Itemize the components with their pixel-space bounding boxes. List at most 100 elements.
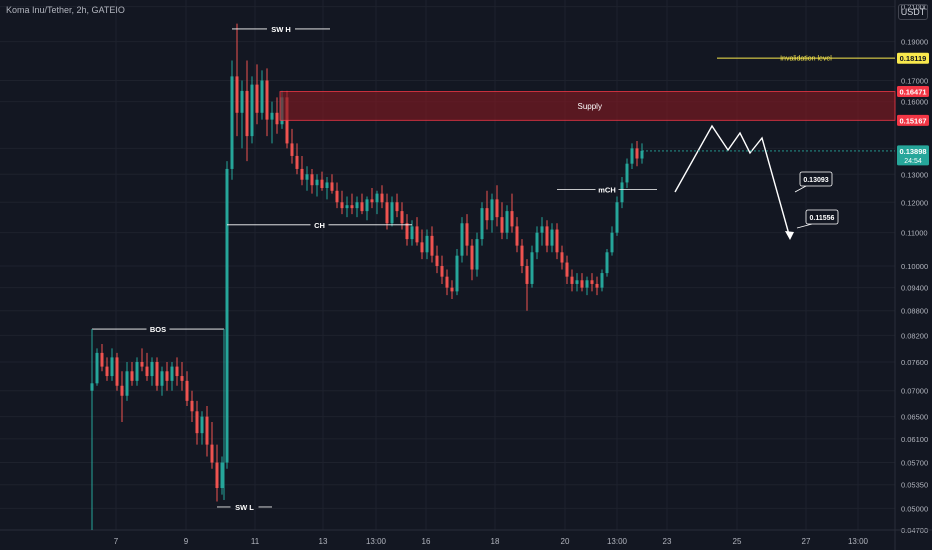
candle-body xyxy=(480,208,484,240)
candle-body xyxy=(250,84,254,137)
candle-body xyxy=(190,400,194,412)
structure-label: SW L xyxy=(235,503,254,512)
candle-body xyxy=(295,155,299,169)
candles xyxy=(90,23,644,502)
candle-body xyxy=(565,262,569,277)
candle-body xyxy=(410,226,414,240)
price-label-box xyxy=(897,86,929,98)
candle-body xyxy=(375,193,379,203)
target-callout: 0.11556 xyxy=(796,209,839,229)
candle-body xyxy=(590,280,594,284)
target-callout: 0.13093 xyxy=(794,171,833,193)
y-tick-label: 0.16000 xyxy=(901,98,928,107)
projection-arrowhead xyxy=(785,231,794,240)
candle-body xyxy=(170,366,174,381)
candle-body xyxy=(230,76,234,169)
candle-body xyxy=(150,361,154,377)
price-label-box xyxy=(897,114,929,126)
candle-body xyxy=(470,245,474,270)
candle-body xyxy=(290,143,294,156)
candle-body xyxy=(400,211,404,224)
projection-line xyxy=(674,124,791,239)
candle-body xyxy=(535,232,539,253)
price-label-value: 0.15167 xyxy=(899,116,926,125)
candle-body xyxy=(495,199,499,218)
candle-body xyxy=(500,217,504,233)
y-tick-label: 0.10000 xyxy=(901,262,928,271)
candle-body xyxy=(240,90,244,113)
candle-body xyxy=(325,182,329,188)
candle-body xyxy=(600,273,604,288)
candle-body xyxy=(420,242,424,253)
candle-body xyxy=(235,76,239,113)
candle-body xyxy=(275,112,279,125)
candle-body xyxy=(265,80,269,120)
candle-body xyxy=(360,202,364,212)
x-tick-label: 13 xyxy=(319,537,328,546)
candle-body xyxy=(540,226,544,233)
candle-body xyxy=(100,352,104,367)
candle-body xyxy=(310,174,314,186)
y-tick-label: 0.05350 xyxy=(901,481,928,490)
candle-body xyxy=(475,239,479,270)
y-tick-label: 0.05700 xyxy=(901,459,928,468)
x-tick-label: 16 xyxy=(422,537,431,546)
y-tick-label: 0.07600 xyxy=(901,358,928,367)
candle-body xyxy=(520,245,524,267)
x-tick-label: 20 xyxy=(561,537,570,546)
x-tick-label: 23 xyxy=(663,537,672,546)
y-tick-label: 0.13000 xyxy=(901,170,928,179)
candle-body xyxy=(135,361,139,381)
structure-label: CH xyxy=(314,221,325,230)
y-tick-label: 0.09400 xyxy=(901,284,928,293)
y-tick-label: 0.17000 xyxy=(901,76,928,85)
candle-body xyxy=(165,371,169,381)
candle-body xyxy=(465,223,469,246)
candle-body xyxy=(450,287,454,292)
candle-body xyxy=(385,202,389,224)
candle-body xyxy=(640,150,644,159)
candle-body xyxy=(505,211,509,233)
candle-body xyxy=(525,266,529,284)
candle-body xyxy=(515,226,519,246)
y-tick-label: 0.12000 xyxy=(901,198,928,207)
candle-body xyxy=(550,229,554,246)
candle-body xyxy=(270,112,274,120)
candle-body xyxy=(365,199,369,212)
candle-body xyxy=(605,252,609,274)
candle-body xyxy=(425,235,429,253)
candle-body xyxy=(120,385,124,396)
candle-body xyxy=(545,226,549,246)
projection-path: 0.13093 0.11556 xyxy=(674,124,839,240)
candle-body xyxy=(355,202,359,209)
candle-body xyxy=(340,202,344,209)
candle-body xyxy=(330,182,334,191)
candle-body xyxy=(460,223,464,256)
price-label-value: 0.18119 xyxy=(900,54,927,63)
candle-body xyxy=(620,182,624,203)
y-tick-label: 0.11000 xyxy=(901,229,928,238)
candle-body xyxy=(140,361,144,367)
price-label-value: 0.16471 xyxy=(899,88,926,97)
callout-box xyxy=(805,209,839,225)
currency-button[interactable]: USDT xyxy=(898,4,928,20)
candle-body xyxy=(610,232,614,253)
candle-body xyxy=(160,371,164,386)
candle-body xyxy=(580,280,584,288)
candle-body xyxy=(625,163,629,183)
callout-value: 0.11556 xyxy=(810,215,835,222)
candle-body xyxy=(490,199,494,221)
candle-body xyxy=(220,462,224,488)
candle-body xyxy=(320,179,324,188)
candle-body xyxy=(405,223,409,240)
candle-body xyxy=(130,371,134,381)
x-tick-label: 13:00 xyxy=(366,537,387,546)
candle-body xyxy=(175,366,179,377)
y-tick-label: 0.05000 xyxy=(901,504,928,513)
candle-body xyxy=(215,462,219,488)
candle-body xyxy=(575,280,579,284)
y-tick-label: 0.06100 xyxy=(901,435,928,444)
candle-body xyxy=(335,190,339,203)
